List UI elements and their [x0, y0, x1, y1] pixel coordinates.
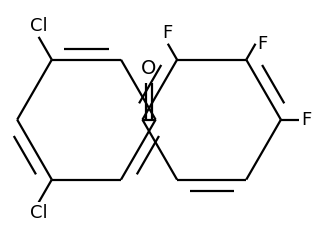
Text: F: F — [301, 111, 311, 129]
Text: F: F — [163, 24, 173, 42]
Text: O: O — [141, 59, 157, 79]
Text: Cl: Cl — [30, 17, 47, 35]
Text: Cl: Cl — [30, 204, 47, 222]
Text: F: F — [257, 35, 268, 53]
